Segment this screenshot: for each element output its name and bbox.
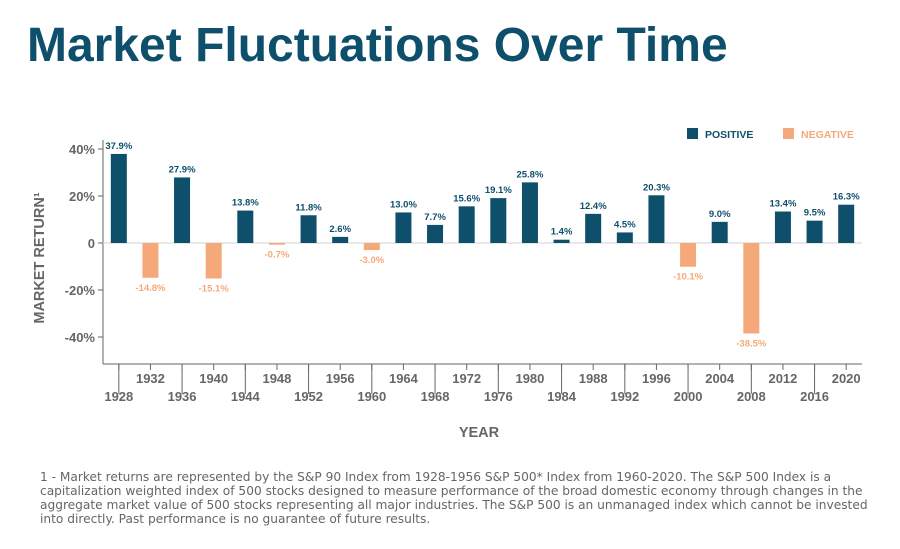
x-axis-title: YEAR: [459, 425, 500, 441]
y-tick-label: 40%: [69, 142, 95, 157]
data-label-1992: 4.5%: [614, 219, 636, 230]
bar-1932: [142, 243, 159, 278]
data-label-1988: 12.4%: [580, 201, 607, 212]
x-tick-label-1948: 1948: [262, 371, 291, 386]
x-tick-label-1952: 1952: [294, 389, 323, 404]
data-label-1928: 37.9%: [105, 141, 132, 152]
data-label-1932: -14.8%: [135, 283, 166, 294]
x-tick-label-1976: 1976: [484, 389, 513, 404]
data-label-2016: 9.5%: [804, 208, 826, 219]
footnote: 1 - Market returns are represented by th…: [40, 470, 868, 526]
bar-1956: [332, 236, 349, 243]
x-tick-label-2004: 2004: [705, 371, 735, 386]
bar-1944: [237, 210, 254, 243]
bar-1948: [268, 243, 285, 245]
x-tick-label-1972: 1972: [452, 371, 481, 386]
bar-1976: [490, 198, 507, 243]
data-label-1956: 2.6%: [329, 224, 351, 235]
bar-2004: [711, 221, 728, 243]
x-tick-label-2012: 2012: [768, 371, 797, 386]
bar-1980: [521, 182, 538, 243]
x-tick-label-1992: 1992: [610, 389, 639, 404]
bar-2012: [774, 211, 791, 243]
y-tick-label: 20%: [69, 189, 95, 204]
bar-1952: [300, 215, 317, 243]
x-tick-label-2008: 2008: [737, 389, 766, 404]
bar-1936: [174, 177, 191, 243]
data-label-1972: 15.6%: [453, 193, 480, 204]
bar-1996: [648, 195, 665, 243]
data-label-1936: 27.9%: [169, 164, 196, 175]
y-axis-title: MARKET RETURN¹: [32, 192, 48, 323]
x-tick-label-1988: 1988: [579, 371, 608, 386]
data-label-2008: -38.5%: [736, 338, 767, 349]
x-tick-label-1940: 1940: [199, 371, 228, 386]
data-label-1964: 13.0%: [390, 199, 417, 210]
x-tick-label-1936: 1936: [168, 389, 197, 404]
x-tick-label-2000: 2000: [674, 389, 703, 404]
x-tick-label-1956: 1956: [326, 371, 355, 386]
x-tick-label-2016: 2016: [800, 389, 829, 404]
bar-1964: [395, 212, 412, 243]
data-label-1980: 25.8%: [516, 169, 543, 180]
x-tick-label-1960: 1960: [357, 389, 386, 404]
bar-1972: [458, 206, 475, 243]
data-label-1940: -15.1%: [199, 283, 230, 294]
y-tick-label: -40%: [65, 330, 96, 345]
data-label-1948: -0.7%: [265, 250, 290, 261]
legend-label-positive: POSITIVE: [705, 129, 753, 141]
legend-swatch-positive: [687, 128, 698, 139]
x-tick-label-1932: 1932: [136, 371, 165, 386]
bar-1968: [427, 224, 444, 243]
bar-1940: [205, 243, 222, 279]
page-title: Market Fluctuations Over Time: [27, 19, 728, 72]
bar-2008: [743, 243, 760, 334]
legend-label-negative: NEGATIVE: [801, 129, 854, 141]
bar-1960: [363, 243, 380, 251]
bar-1984: [553, 239, 570, 243]
y-tick-label: 0: [88, 236, 95, 251]
data-label-1976: 19.1%: [485, 185, 512, 196]
data-label-1960: -3.0%: [359, 255, 384, 266]
bar-2000: [680, 243, 697, 267]
data-label-2012: 13.4%: [769, 199, 796, 210]
x-tick-label-1968: 1968: [421, 389, 450, 404]
data-label-1984: 1.4%: [551, 227, 573, 238]
y-tick-label: -20%: [65, 283, 96, 298]
bar-1988: [585, 213, 602, 243]
data-label-2000: -10.1%: [673, 272, 704, 283]
bar-1928: [110, 153, 127, 243]
data-label-1944: 13.8%: [232, 198, 259, 209]
x-tick-label-1980: 1980: [515, 371, 544, 386]
x-tick-label-1984: 1984: [547, 389, 577, 404]
bar-2020: [838, 204, 855, 243]
data-label-1952: 11.8%: [295, 202, 322, 213]
x-tick-label-1928: 1928: [104, 389, 133, 404]
market-returns-chart: 40% 20% 0 -20% -40% 37.9% 1928 -14.8% 1932 27.9% 1…: [32, 128, 862, 441]
data-label-1996: 20.3%: [643, 182, 670, 193]
data-label-1968: 7.7%: [424, 212, 446, 223]
bar-1992: [616, 232, 633, 243]
legend-swatch-negative: [783, 128, 794, 139]
bar-2016: [806, 220, 823, 243]
data-label-2004: 9.0%: [709, 209, 731, 220]
x-tick-label-1996: 1996: [642, 371, 671, 386]
data-label-2020: 16.3%: [833, 192, 860, 203]
x-tick-label-1964: 1964: [389, 371, 419, 386]
x-tick-label-2020: 2020: [832, 371, 861, 386]
x-tick-label-1944: 1944: [231, 389, 261, 404]
